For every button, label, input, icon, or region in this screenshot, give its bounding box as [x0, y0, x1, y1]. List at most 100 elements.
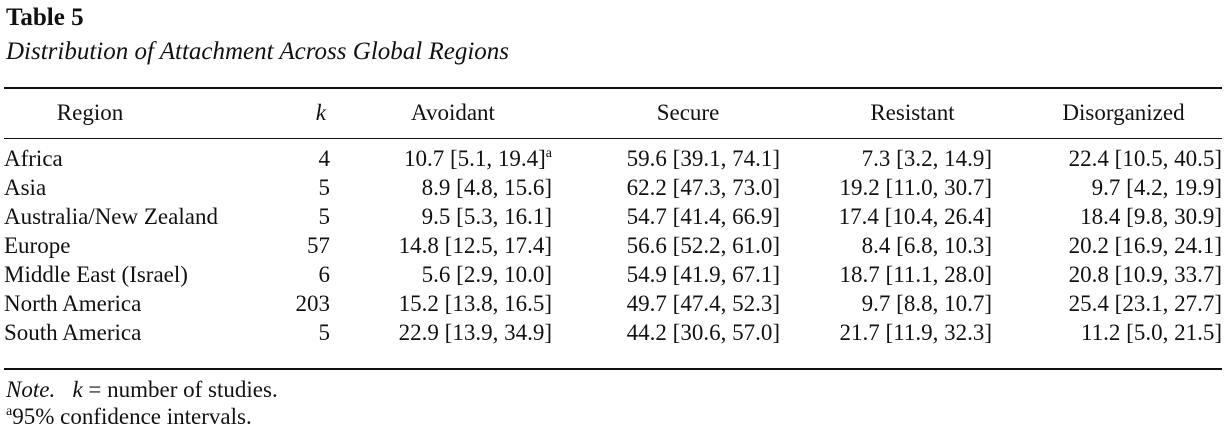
- header-disorganized: Disorganized: [1062, 100, 1185, 125]
- cell-avoidant: 8.9 [4.8, 15.6]: [330, 173, 576, 202]
- cell-disorganized: 20.2 [16.9, 24.1]: [1025, 231, 1222, 260]
- header-row: Region k Avoidant Secure Resistant Disor…: [4, 94, 1222, 132]
- bottom-rule: [4, 368, 1222, 370]
- secure-value: 54.9 [41.9, 67.1]: [626, 262, 780, 287]
- avoidant-value: 5.6 [2.9, 10.0]: [421, 262, 552, 287]
- disorganized-value: 20.2 [16.9, 24.1]: [1068, 233, 1222, 258]
- cell-secure: 54.9 [41.9, 67.1]: [576, 260, 800, 289]
- region-value: North America: [4, 291, 142, 316]
- region-value: South America: [4, 320, 142, 345]
- header-rule: [4, 138, 1222, 139]
- cell-avoidant: 15.2 [13.8, 16.5]: [330, 289, 576, 318]
- note-label: Note.: [6, 377, 56, 402]
- attachment-table: Region k Avoidant Secure Resistant Disor…: [4, 94, 1222, 347]
- secure-value: 44.2 [30.6, 57.0]: [626, 320, 780, 345]
- secure-value: 54.7 [41.4, 66.9]: [626, 204, 780, 229]
- cell-k: 4: [276, 144, 331, 173]
- cell-resistant: 7.3 [3.2, 14.9]: [800, 144, 1025, 173]
- cell-resistant: 21.7 [11.9, 32.3]: [800, 318, 1025, 347]
- note-text: = number of studies.: [88, 377, 278, 402]
- table-body: Africa 4 10.7 [5.1, 19.4]a 59.6 [39.1, 74.1…: [4, 132, 1222, 347]
- region-value: Middle East (Israel): [4, 262, 188, 287]
- k-value: 5: [318, 204, 331, 229]
- cell-region: North America: [4, 289, 276, 318]
- disorganized-value: 11.2 [5.0, 21.5]: [1081, 320, 1222, 345]
- k-value: 5: [318, 175, 331, 200]
- cell-avoidant: 5.6 [2.9, 10.0]: [330, 260, 576, 289]
- cell-k: 5: [276, 202, 331, 231]
- resistant-value: 7.3 [3.2, 14.9]: [861, 146, 992, 171]
- table-label: Table 5: [6, 4, 84, 31]
- cell-secure: 56.6 [52.2, 61.0]: [576, 231, 800, 260]
- cell-resistant: 19.2 [11.0, 30.7]: [800, 173, 1025, 202]
- cell-disorganized: 11.2 [5.0, 21.5]: [1025, 318, 1222, 347]
- avoidant-value: 8.9 [4.8, 15.6]: [421, 175, 552, 200]
- avoidant-value: 14.8 [12.5, 17.4]: [398, 233, 552, 258]
- k-value: 57: [307, 233, 330, 258]
- cell-resistant: 8.4 [6.8, 10.3]: [800, 231, 1025, 260]
- region-value: Australia/New Zealand: [4, 204, 218, 229]
- cell-avoidant: 22.9 [13.9, 34.9]: [330, 318, 576, 347]
- table-row: Africa 4 10.7 [5.1, 19.4]a 59.6 [39.1, 74.1…: [4, 144, 1222, 173]
- avoidant-value: 10.7 [5.1, 19.4]: [403, 146, 546, 171]
- avoidant-value: 22.9 [13.9, 34.9]: [398, 320, 552, 345]
- cell-resistant: 9.7 [8.8, 10.7]: [800, 289, 1025, 318]
- table-footnote: a95% confidence intervals.: [6, 403, 252, 430]
- secure-value: 49.7 [47.4, 52.3]: [626, 291, 780, 316]
- header-secure: Secure: [656, 100, 720, 125]
- cell-resistant: 18.7 [11.1, 28.0]: [800, 260, 1025, 289]
- cell-region: Asia: [4, 173, 276, 202]
- disorganized-value: 20.8 [10.9, 33.7]: [1068, 262, 1222, 287]
- table-note: Note. k = number of studies.: [6, 376, 278, 403]
- cell-avoidant: 14.8 [12.5, 17.4]: [330, 231, 576, 260]
- cell-disorganized: 9.7 [4.2, 19.9]: [1025, 173, 1222, 202]
- table-row: Europe 57 14.8 [12.5, 17.4] 56.6 [52.2, 61.…: [4, 231, 1222, 260]
- cell-secure: 59.6 [39.1, 74.1]: [576, 144, 800, 173]
- cell-region: Australia/New Zealand: [4, 202, 276, 231]
- top-rule: [4, 87, 1222, 89]
- region-value: Europe: [4, 233, 71, 258]
- cell-region: Middle East (Israel): [4, 260, 276, 289]
- k-value: 203: [295, 291, 331, 316]
- region-value: Asia: [4, 175, 47, 200]
- cell-secure: 54.7 [41.4, 66.9]: [576, 202, 800, 231]
- cell-secure: 62.2 [47.3, 73.0]: [576, 173, 800, 202]
- table-row: Australia/New Zealand 5 9.5 [5.3, 16.1] 54.…: [4, 202, 1222, 231]
- resistant-value: 8.4 [6.8, 10.3]: [861, 233, 992, 258]
- cell-region: South America: [4, 318, 276, 347]
- resistant-value: 21.7 [11.9, 32.3]: [839, 320, 992, 345]
- cell-k: 5: [276, 318, 331, 347]
- table-row: North America 203 15.2 [13.8, 16.5] 49.7 [4…: [4, 289, 1222, 318]
- table-row: Asia 5 8.9 [4.8, 15.6] 62.2 [47.3, 73.0] 19.…: [4, 173, 1222, 202]
- header-k: k: [315, 100, 326, 125]
- header-resistant: Resistant: [870, 100, 955, 125]
- disorganized-value: 25.4 [23.1, 27.7]: [1068, 291, 1222, 316]
- resistant-value: 17.4 [10.4, 26.4]: [838, 204, 992, 229]
- k-value: 6: [318, 262, 331, 287]
- resistant-value: 18.7 [11.1, 28.0]: [839, 262, 992, 287]
- k-value: 4: [318, 146, 331, 171]
- region-value: Africa: [4, 146, 63, 171]
- footnote-text: 95% confidence intervals.: [12, 404, 252, 429]
- cell-region: Africa: [4, 144, 276, 173]
- cell-secure: 49.7 [47.4, 52.3]: [576, 289, 800, 318]
- footnote-ref: a: [545, 146, 552, 161]
- table-title: Distribution of Attachment Across Global…: [6, 38, 510, 65]
- cell-secure: 44.2 [30.6, 57.0]: [576, 318, 800, 347]
- cell-avoidant: 9.5 [5.3, 16.1]: [330, 202, 576, 231]
- table-row: Middle East (Israel) 6 5.6 [2.9, 10.0] 54.9…: [4, 260, 1222, 289]
- cell-avoidant: 10.7 [5.1, 19.4]a: [330, 144, 576, 173]
- footnote-marker: a: [6, 404, 13, 419]
- cell-resistant: 17.4 [10.4, 26.4]: [800, 202, 1025, 231]
- avoidant-value: 9.5 [5.3, 16.1]: [421, 204, 552, 229]
- header-region: Region: [56, 100, 124, 125]
- table-row: South America 5 22.9 [13.9, 34.9] 44.2 [30.…: [4, 318, 1222, 347]
- cell-k: 5: [276, 173, 331, 202]
- secure-value: 56.6 [52.2, 61.0]: [626, 233, 780, 258]
- resistant-value: 9.7 [8.8, 10.7]: [861, 291, 992, 316]
- avoidant-value: 15.2 [13.8, 16.5]: [398, 291, 552, 316]
- note-variable: k: [72, 377, 83, 402]
- disorganized-value: 18.4 [9.8, 30.9]: [1080, 204, 1222, 229]
- cell-disorganized: 20.8 [10.9, 33.7]: [1025, 260, 1222, 289]
